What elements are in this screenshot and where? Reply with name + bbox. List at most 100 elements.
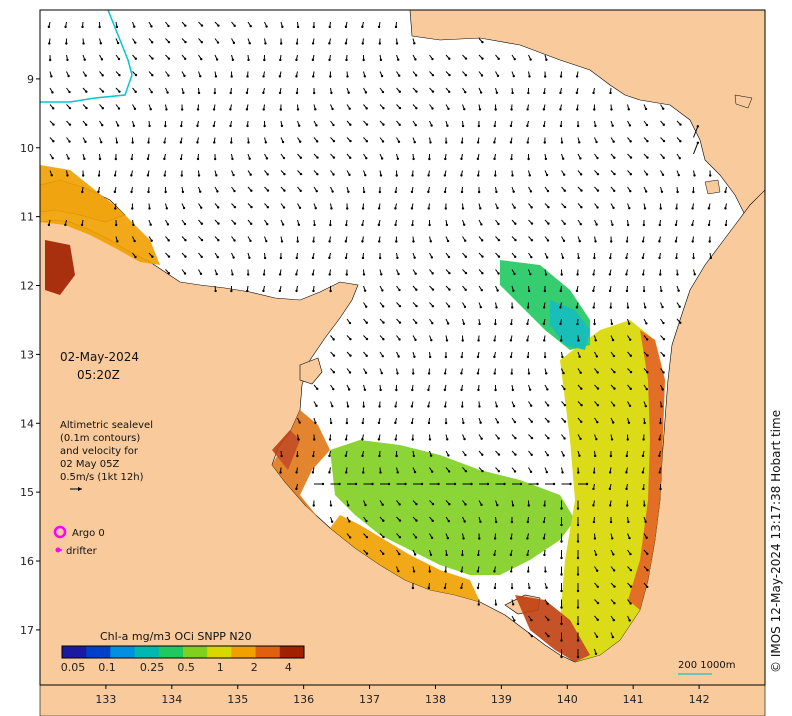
velocity-arrow-head	[463, 437, 466, 441]
velocity-arrow-head	[281, 25, 284, 29]
colorbar-segment	[255, 646, 281, 658]
velocity-arrow-head	[724, 223, 728, 227]
chl-se-dark	[515, 595, 590, 662]
velocity-arrow-head	[707, 223, 711, 227]
velocity-arrow-head	[332, 338, 335, 341]
time-label: 05:20Z	[77, 368, 120, 382]
velocity-arrow-head	[295, 487, 298, 491]
velocity-arrow-head	[345, 273, 348, 276]
velocity-arrow-head	[528, 174, 531, 177]
velocity-arrow-head	[560, 573, 563, 576]
velocity-arrow-head	[448, 288, 451, 291]
velocity-arrow-head	[642, 487, 645, 491]
velocity-arrow-head	[579, 437, 582, 441]
velocity-arrow-head	[460, 586, 463, 590]
velocity-arrow-head	[262, 75, 265, 78]
velocity-arrow-head	[167, 272, 171, 275]
velocity-arrow-head	[431, 321, 434, 325]
velocity-arrow-head	[477, 553, 480, 557]
velocity-arrow-head	[395, 174, 398, 177]
lon-tick-label: 138	[425, 693, 446, 706]
velocity-arrow-head	[510, 570, 513, 573]
altimetry-note-line5: 0.5m/s (1kt 12h)	[60, 472, 144, 483]
velocity-arrow-head	[150, 239, 153, 242]
velocity-arrow-head	[279, 108, 283, 111]
velocity-arrow-head	[576, 523, 580, 527]
velocity-arrow-head	[97, 174, 101, 177]
velocity-arrow-head	[182, 91, 185, 95]
velocity-arrow-head	[365, 337, 369, 341]
velocity-arrow-head	[114, 207, 117, 210]
velocity-arrow-head	[149, 223, 152, 226]
velocity-arrow-head	[248, 41, 251, 45]
velocity-arrow-head	[658, 438, 661, 441]
velocity-arrow-head	[493, 141, 496, 144]
velocity-arrow-head	[410, 207, 414, 210]
velocity-arrow-head	[84, 74, 87, 77]
velocity-arrow-head	[443, 190, 447, 194]
velocity-arrow-head	[547, 205, 550, 209]
colorbar-segment	[86, 646, 111, 658]
velocity-arrow-head	[347, 190, 350, 194]
velocity-arrow-head	[67, 157, 70, 160]
velocity-arrow-head	[299, 140, 302, 143]
velocity-arrow-head	[612, 569, 616, 572]
velocity-arrow-head	[349, 354, 352, 357]
velocity-arrow-head	[134, 57, 138, 60]
velocity-arrow-head	[646, 371, 649, 374]
velocity-arrow-head	[245, 108, 249, 111]
velocity-arrow-head	[263, 124, 266, 128]
velocity-arrow-head	[344, 454, 348, 458]
velocity-arrow-head	[245, 91, 249, 95]
velocity-arrow-head	[448, 271, 451, 275]
argo-label: Argo 0	[72, 528, 105, 539]
velocity-arrow-head	[679, 140, 682, 143]
velocity-arrow-head	[363, 289, 367, 292]
velocity-arrow-head	[101, 90, 105, 93]
velocity-arrow-head	[232, 173, 235, 177]
drifter-label: drifter	[66, 546, 98, 557]
velocity-arrow-head	[382, 106, 385, 110]
velocity-arrow-head	[677, 173, 680, 177]
velocity-arrow-head	[328, 454, 331, 458]
velocity-arrow-head	[196, 141, 199, 144]
velocity-arrow-head	[262, 273, 266, 276]
velocity-arrow-head	[659, 273, 662, 276]
velocity-arrow-head	[263, 256, 267, 260]
velocity-arrow-head	[398, 304, 402, 308]
velocity-arrow-head	[625, 240, 629, 243]
velocity-arrow-head	[183, 57, 187, 61]
velocity-arrow-head	[283, 189, 286, 192]
velocity-arrow-head	[627, 520, 630, 524]
velocity-arrow-head	[560, 540, 563, 543]
velocity-arrow-head	[463, 305, 467, 309]
map-frame	[39, 9, 766, 686]
velocity-arrow-head	[596, 618, 599, 622]
velocity-arrow-head	[348, 173, 351, 177]
velocity-arrow-head	[559, 322, 562, 326]
velocity-arrow-head	[230, 141, 233, 144]
velocity-arrow-head	[415, 107, 418, 110]
velocity-arrow-head	[709, 256, 713, 260]
velocity-arrow-head	[361, 207, 365, 210]
velocity-arrow-head	[380, 371, 383, 375]
velocity-arrow-head	[612, 206, 615, 210]
velocity-arrow-head	[460, 388, 463, 392]
velocity-arrow-head	[563, 387, 566, 391]
velocity-arrow-head	[497, 57, 500, 61]
altimetry-note-line1: Altimetric sealevel	[60, 420, 153, 431]
velocity-arrow-head	[387, 482, 391, 486]
velocity-arrow-head	[496, 74, 500, 78]
velocity-arrow-head	[296, 25, 300, 29]
velocity-arrow-head	[134, 90, 137, 94]
velocity-arrow-head	[427, 421, 431, 425]
velocity-arrow-head	[612, 618, 616, 622]
velocity-arrow-head	[163, 174, 166, 177]
scale-bar-label: 200 1000m	[678, 660, 735, 671]
velocity-arrow-head	[232, 41, 236, 45]
velocity-arrow-head	[626, 504, 629, 507]
velocity-arrow-head	[526, 306, 530, 309]
velocity-arrow-head	[546, 404, 550, 407]
velocity-arrow-head	[578, 239, 581, 243]
velocity-arrow-head	[530, 420, 533, 423]
